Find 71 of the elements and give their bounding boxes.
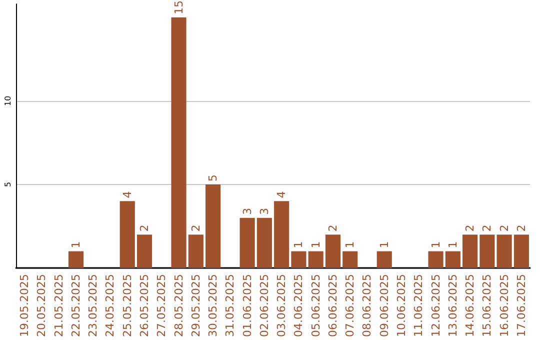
x-tick-label: 06.06.2025 [326, 274, 340, 338]
bar [171, 17, 186, 268]
data-label: 2 [138, 224, 151, 232]
x-tick-label: 04.06.2025 [292, 274, 306, 338]
bar [496, 234, 512, 268]
x-tick-label: 05.06.2025 [309, 274, 322, 338]
bar [274, 201, 290, 268]
x-tick-label: 02.06.2025 [258, 274, 271, 338]
x-tick-label: 17.06.2025 [514, 274, 528, 338]
bar [205, 184, 221, 268]
data-label: 2 [326, 224, 340, 232]
bar [376, 251, 392, 268]
bar [188, 234, 204, 268]
x-tick-label: 10.06.2025 [395, 274, 408, 338]
data-label: 2 [189, 224, 202, 232]
y-tick-label: 10 [4, 96, 12, 106]
bar [342, 251, 358, 268]
x-tick-label: 19.05.2025 [18, 274, 32, 338]
bar [480, 234, 495, 268]
data-label: 1 [309, 241, 322, 248]
x-tick-label: 14.06.2025 [464, 274, 477, 338]
x-tick-label: 01.06.2025 [240, 274, 254, 338]
data-label: 15 [172, 0, 186, 14]
data-label: 1 [344, 241, 357, 248]
bar [256, 218, 272, 268]
x-tick-label: 09.06.2025 [378, 274, 391, 338]
bar [514, 234, 529, 268]
x-tick-label: 03.06.2025 [275, 274, 288, 338]
x-tick-label: 11.06.2025 [412, 274, 426, 338]
bar [308, 251, 324, 268]
data-label: 2 [514, 224, 528, 232]
x-tick-label: 08.06.2025 [360, 274, 374, 338]
data-label: 2 [498, 224, 511, 232]
data-label: 1 [446, 241, 460, 248]
data-label: 2 [480, 224, 494, 232]
x-tick-label: 29.05.2025 [189, 274, 202, 338]
bar [445, 251, 460, 268]
x-tick-label: 13.06.2025 [446, 274, 460, 338]
x-tick-label: 21.05.2025 [52, 274, 66, 338]
x-tick-label: 22.05.2025 [69, 274, 82, 338]
bar [291, 251, 306, 268]
x-tick-label: 20.05.2025 [35, 274, 48, 338]
x-tick-label: 24.05.2025 [104, 274, 117, 338]
x-tick-label: 27.05.2025 [155, 274, 168, 338]
x-tick-label: 28.05.2025 [172, 274, 186, 338]
data-label: 1 [429, 241, 442, 248]
data-label: 3 [258, 208, 271, 215]
data-label: 5 [206, 174, 220, 182]
bar [428, 251, 444, 268]
data-label: 3 [240, 208, 254, 215]
x-tick-label: 12.06.2025 [429, 274, 442, 338]
data-label: 4 [120, 191, 134, 198]
x-tick-label: 30.05.2025 [206, 274, 220, 338]
x-tick-label: 26.05.2025 [138, 274, 151, 338]
data-label: 1 [292, 241, 306, 248]
x-tick-label: 15.06.2025 [480, 274, 494, 338]
data-label: 2 [464, 224, 477, 232]
bar [68, 251, 84, 268]
data-label: 1 [378, 241, 391, 248]
x-tick-label: 16.06.2025 [498, 274, 511, 338]
bar [462, 234, 478, 268]
bar [240, 218, 255, 268]
bar [325, 234, 341, 268]
data-label: 4 [275, 191, 288, 198]
x-tick-label: 31.05.2025 [224, 274, 237, 338]
bar [120, 201, 135, 268]
x-tick-label: 25.05.2025 [120, 274, 134, 338]
bar [136, 234, 152, 268]
x-tick-label: 23.05.2025 [86, 274, 100, 338]
data-label: 1 [69, 241, 82, 248]
x-tick-label: 07.06.2025 [344, 274, 357, 338]
